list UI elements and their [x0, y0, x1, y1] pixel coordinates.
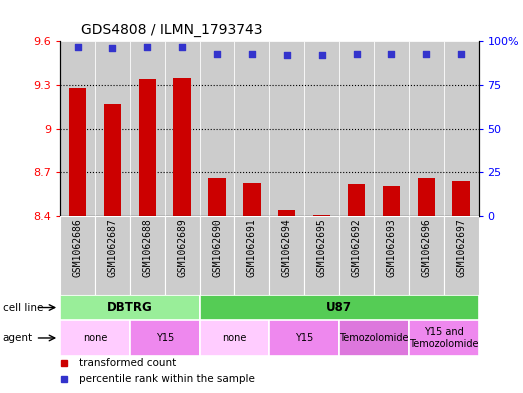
Bar [139, 79, 156, 216]
Bar [234, 41, 269, 216]
Point [213, 50, 221, 57]
Bar [60, 320, 130, 356]
Bar [234, 216, 269, 295]
Bar [269, 41, 304, 216]
Text: GSM1062692: GSM1062692 [351, 219, 361, 277]
Text: percentile rank within the sample: percentile rank within the sample [79, 374, 255, 384]
Text: Y15: Y15 [295, 333, 313, 343]
Bar [200, 41, 234, 216]
Bar [409, 216, 444, 295]
Point [248, 50, 256, 57]
Text: GSM1062689: GSM1062689 [177, 219, 187, 277]
Text: none: none [83, 333, 107, 343]
Bar [409, 41, 444, 216]
Text: GSM1062694: GSM1062694 [282, 219, 292, 277]
Text: GSM1062691: GSM1062691 [247, 219, 257, 277]
Bar [374, 41, 409, 216]
Point [422, 50, 430, 57]
Bar [339, 320, 409, 356]
Bar [165, 41, 200, 216]
Bar [269, 216, 304, 295]
Point [73, 43, 82, 50]
Bar [60, 41, 95, 216]
Bar [69, 88, 86, 216]
Text: GSM1062686: GSM1062686 [73, 219, 83, 277]
Bar [348, 184, 365, 216]
Bar [200, 295, 479, 320]
Bar [339, 41, 374, 216]
Bar [200, 320, 269, 356]
Point [457, 50, 465, 57]
Text: Y15 and
Temozolomide: Y15 and Temozolomide [409, 327, 479, 349]
Text: GDS4808 / ILMN_1793743: GDS4808 / ILMN_1793743 [81, 24, 263, 37]
Bar [444, 216, 479, 295]
Text: transformed count: transformed count [79, 358, 176, 368]
Bar [130, 41, 165, 216]
Bar [444, 41, 479, 216]
Bar [313, 215, 331, 216]
Bar [339, 216, 374, 295]
Bar [95, 41, 130, 216]
Bar [304, 216, 339, 295]
Bar [60, 295, 200, 320]
Point [143, 43, 152, 50]
Text: DBTRG: DBTRG [107, 301, 153, 314]
Text: cell line: cell line [3, 303, 43, 312]
Bar [130, 216, 165, 295]
Bar [208, 178, 226, 216]
Bar [95, 216, 130, 295]
Text: Y15: Y15 [156, 333, 174, 343]
Text: GSM1062688: GSM1062688 [142, 219, 152, 277]
Text: agent: agent [3, 333, 33, 343]
Text: GSM1062693: GSM1062693 [386, 219, 396, 277]
Bar [60, 216, 95, 295]
Text: none: none [222, 333, 247, 343]
Point [282, 52, 291, 59]
Point [317, 52, 326, 59]
Bar [304, 41, 339, 216]
Bar [104, 104, 121, 216]
Point [178, 43, 186, 50]
Bar [165, 216, 200, 295]
Bar [174, 78, 191, 216]
Point [387, 50, 395, 57]
Text: Temozolomide: Temozolomide [339, 333, 408, 343]
Bar [269, 320, 339, 356]
Point [353, 50, 361, 57]
Point [108, 45, 117, 51]
Bar [383, 185, 400, 216]
Text: U87: U87 [326, 301, 352, 314]
Bar [200, 216, 234, 295]
Bar [409, 320, 479, 356]
Bar [417, 178, 435, 216]
Bar [374, 216, 409, 295]
Bar [243, 183, 260, 216]
Text: GSM1062695: GSM1062695 [316, 219, 327, 277]
Text: GSM1062696: GSM1062696 [421, 219, 431, 277]
Bar [130, 320, 200, 356]
Bar [452, 181, 470, 216]
Text: GSM1062697: GSM1062697 [456, 219, 466, 277]
Text: GSM1062687: GSM1062687 [107, 219, 118, 277]
Bar [278, 210, 295, 216]
Text: GSM1062690: GSM1062690 [212, 219, 222, 277]
